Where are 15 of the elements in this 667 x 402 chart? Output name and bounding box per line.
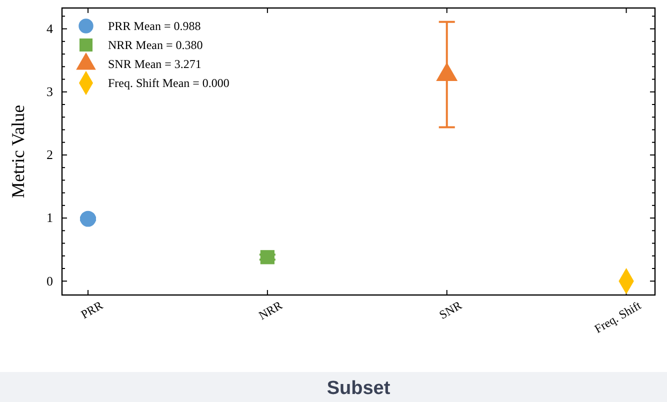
legend-label: SNR Mean = 3.271 xyxy=(108,57,202,71)
y-tick-label: 3 xyxy=(46,84,53,100)
y-axis-title: Metric Value xyxy=(8,104,28,198)
y-tick-label: 1 xyxy=(46,210,53,226)
legend-label: Freq. Shift Mean = 0.000 xyxy=(108,76,230,90)
y-tick-label: 4 xyxy=(46,20,54,36)
legend-label: NRR Mean = 0.380 xyxy=(108,38,203,52)
x-tick-label: PRR xyxy=(78,298,106,322)
x-tick-label: SNR xyxy=(436,298,464,322)
x-axis-title: Subset xyxy=(326,378,391,399)
x-tick-label: NRR xyxy=(256,298,285,323)
x-tick-label: Freq. Shift xyxy=(592,298,644,336)
y-tick-label: 0 xyxy=(46,273,53,288)
y-tick-label: 2 xyxy=(46,147,53,162)
legend-label: PRR Mean = 0.988 xyxy=(108,19,201,33)
